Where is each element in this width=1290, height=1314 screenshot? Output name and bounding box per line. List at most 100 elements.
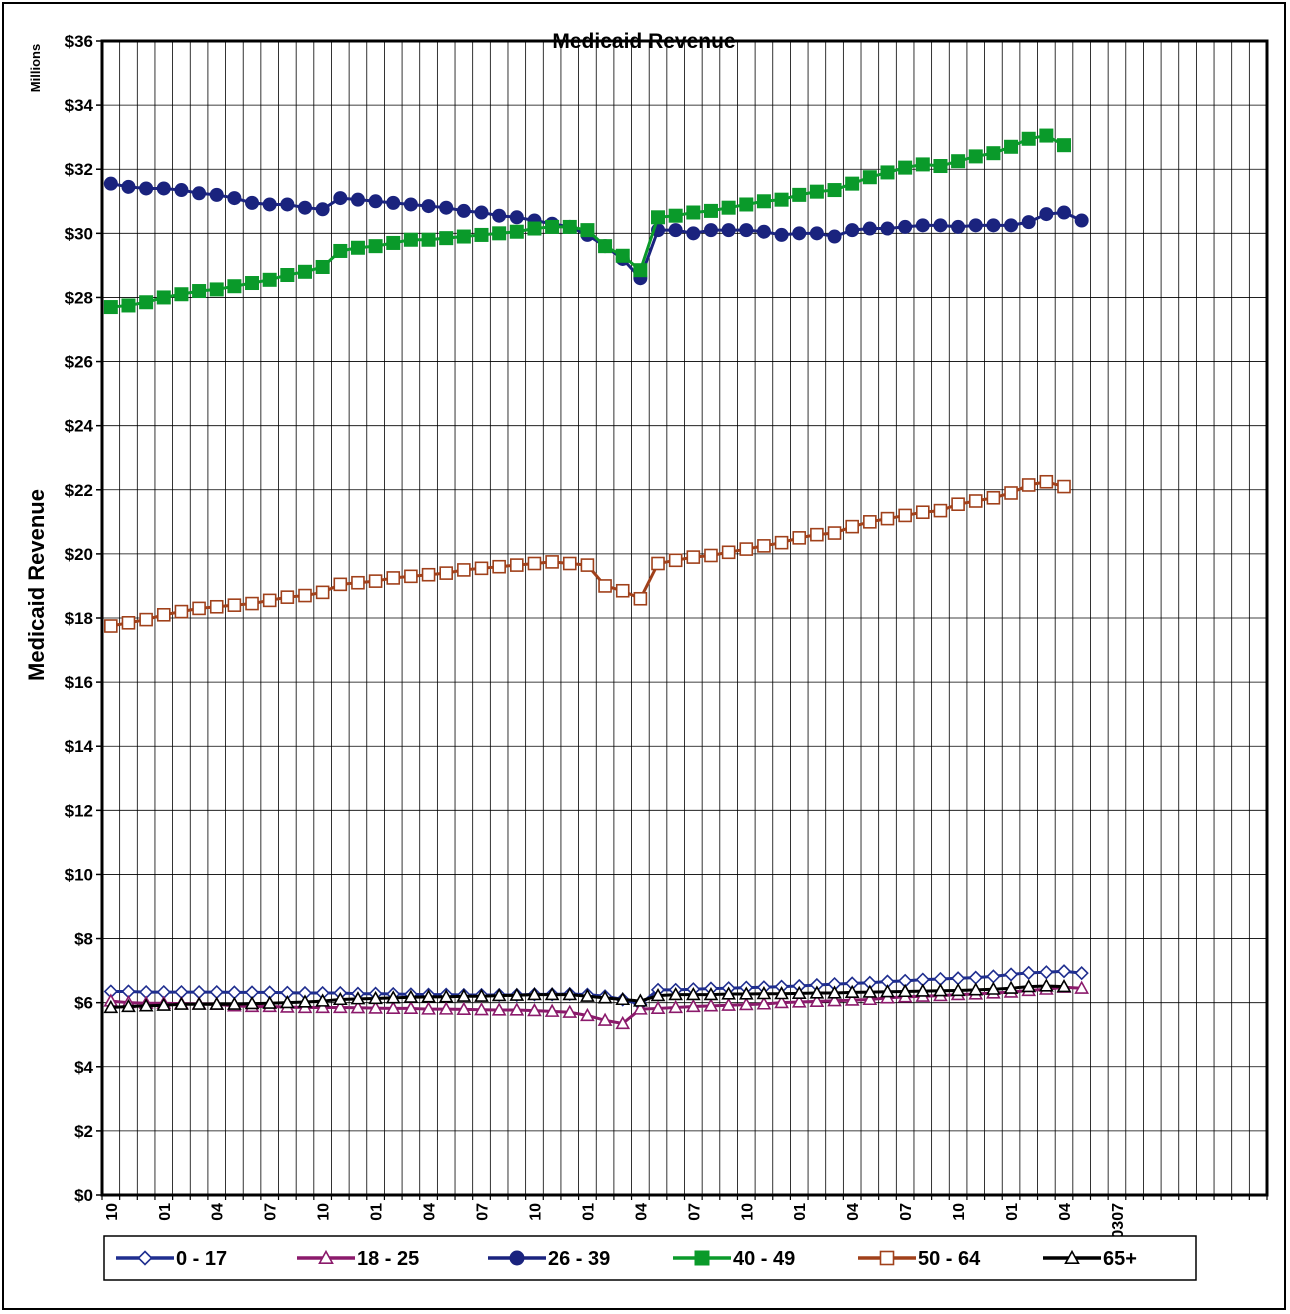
data-point <box>721 986 736 1000</box>
data-point <box>121 998 136 1013</box>
y-tick-label: $2 <box>74 1122 93 1141</box>
data-point <box>968 218 983 233</box>
data-point <box>138 998 154 1012</box>
data-point <box>615 991 631 1006</box>
data-point <box>439 231 454 246</box>
data-point <box>156 607 171 622</box>
data-point <box>351 575 365 590</box>
data-point <box>139 612 153 627</box>
data-point <box>209 599 224 614</box>
data-point <box>1074 980 1090 994</box>
data-point <box>986 218 1001 233</box>
data-point <box>103 300 118 315</box>
data-point <box>509 987 525 1001</box>
data-point <box>774 192 789 207</box>
data-point <box>350 192 365 207</box>
data-point <box>845 223 860 238</box>
data-point <box>545 555 559 569</box>
legend-label: 65+ <box>1103 1248 1137 1270</box>
data-point <box>633 1001 648 1015</box>
data-point <box>280 268 295 283</box>
data-point <box>809 226 824 241</box>
data-point <box>103 176 118 191</box>
y-tick-label: $36 <box>65 32 93 51</box>
legend-item: 18 - 25 <box>297 1248 419 1270</box>
data-point <box>739 542 754 556</box>
data-point <box>368 990 383 1005</box>
data-point <box>792 187 807 202</box>
data-point <box>368 574 383 588</box>
data-point <box>457 563 471 577</box>
data-point <box>280 590 295 604</box>
data-point <box>774 227 789 242</box>
data-point <box>174 287 189 302</box>
data-point <box>1057 138 1072 153</box>
data-point <box>827 985 842 999</box>
data-point <box>315 585 330 600</box>
legend-label: 26 - 39 <box>548 1248 610 1270</box>
y-tick-label: $12 <box>65 801 93 820</box>
data-point <box>827 229 842 244</box>
data-point <box>1003 967 1019 982</box>
data-point <box>898 219 913 234</box>
data-point <box>615 248 630 263</box>
data-point <box>950 982 966 997</box>
data-point <box>262 593 277 608</box>
data-point <box>968 149 983 164</box>
data-point <box>562 1004 578 1018</box>
data-point <box>1056 978 1072 993</box>
y-axis-title: Medicaid Revenue <box>24 489 49 681</box>
data-point <box>318 1249 334 1264</box>
data-point <box>1021 978 1037 993</box>
data-point <box>791 985 807 999</box>
data-point <box>297 200 312 215</box>
data-point <box>633 591 648 606</box>
data-point <box>403 232 418 247</box>
data-point <box>703 223 718 238</box>
data-point <box>492 559 506 574</box>
data-point <box>1057 205 1072 220</box>
x-tick-label: 07 <box>898 1203 915 1221</box>
data-point <box>1056 964 1072 979</box>
data-point <box>262 272 277 287</box>
data-point <box>1039 207 1054 222</box>
data-point <box>386 195 401 210</box>
data-point <box>191 984 207 1000</box>
legend-item: 50 - 64 <box>858 1248 981 1270</box>
data-point <box>739 223 754 238</box>
data-point <box>1004 486 1018 500</box>
data-point <box>880 511 895 526</box>
series-65+ <box>103 978 1072 1014</box>
data-point <box>156 290 171 305</box>
data-point <box>1074 213 1089 228</box>
data-point <box>774 535 789 550</box>
data-point <box>315 202 330 217</box>
y-tick-label: $16 <box>65 673 93 692</box>
data-point <box>474 205 489 220</box>
data-point <box>227 279 242 294</box>
y-tick-label: $34 <box>65 96 94 115</box>
data-point <box>986 969 1001 984</box>
y-tick-label: $6 <box>74 994 93 1013</box>
x-tick-label: 04 <box>633 1203 650 1221</box>
legend-item: 0 - 17 <box>116 1248 227 1270</box>
data-point <box>474 561 489 576</box>
data-point <box>1039 965 1054 980</box>
data-point <box>862 170 877 185</box>
y-tick-label: $28 <box>65 288 93 307</box>
data-point <box>738 996 754 1011</box>
data-point <box>192 601 206 616</box>
data-point <box>880 221 895 236</box>
data-point <box>227 996 242 1010</box>
data-point <box>474 1002 489 1016</box>
data-point <box>262 197 277 212</box>
data-point <box>615 1015 631 1030</box>
data-point <box>862 991 878 1006</box>
y-tick-label: $4 <box>74 1058 93 1077</box>
data-point <box>456 203 471 218</box>
data-point <box>756 996 772 1010</box>
y-tick-label: $0 <box>74 1186 93 1205</box>
data-point <box>121 298 136 313</box>
data-point <box>421 199 436 214</box>
